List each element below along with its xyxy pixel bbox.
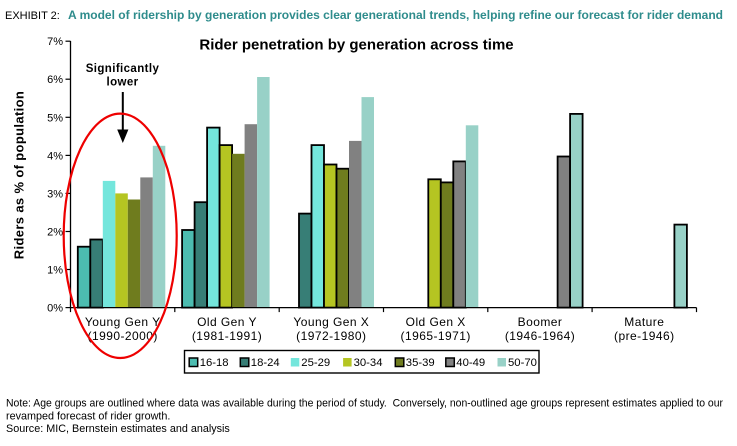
svg-text:(1990-2000): (1990-2000) bbox=[88, 329, 158, 343]
svg-text:(1946-1964): (1946-1964) bbox=[505, 329, 575, 343]
svg-text:7%: 7% bbox=[47, 36, 63, 48]
svg-text:50-70: 50-70 bbox=[508, 357, 537, 369]
svg-text:Young Gen X: Young Gen X bbox=[293, 315, 369, 329]
svg-text:4%: 4% bbox=[47, 150, 63, 162]
svg-text:Mature: Mature bbox=[624, 315, 664, 329]
svg-text:0%: 0% bbox=[47, 303, 63, 315]
svg-text:3%: 3% bbox=[47, 188, 63, 200]
svg-text:(1965-1971): (1965-1971) bbox=[401, 329, 471, 343]
svg-text:25-29: 25-29 bbox=[301, 357, 330, 369]
svg-text:35-39: 35-39 bbox=[406, 357, 435, 369]
svg-text:Young Gen Y: Young Gen Y bbox=[85, 315, 161, 329]
svg-text:Boomer: Boomer bbox=[518, 315, 563, 329]
svg-text:30-34: 30-34 bbox=[354, 357, 383, 369]
svg-text:5%: 5% bbox=[47, 112, 63, 124]
svg-text:6%: 6% bbox=[47, 74, 63, 86]
svg-text:(1972-1980): (1972-1980) bbox=[296, 329, 366, 343]
svg-text:lower: lower bbox=[106, 77, 138, 89]
svg-text:16-18: 16-18 bbox=[200, 357, 229, 369]
svg-text:Riders as % of population: Riders as % of population bbox=[12, 91, 27, 259]
svg-text:A model of ridership by genera: A model of ridership by generation provi… bbox=[68, 10, 723, 22]
svg-text:Old Gen X: Old Gen X bbox=[406, 315, 466, 329]
svg-text:revamped forecast of rider gro: revamped forecast of rider growth. bbox=[6, 410, 170, 422]
svg-text:Note: Age groups are outlined: Note: Age groups are outlined where data… bbox=[6, 397, 723, 409]
svg-text:18-24: 18-24 bbox=[251, 357, 280, 369]
svg-text:Old Gen Y: Old Gen Y bbox=[197, 315, 257, 329]
svg-text:Rider penetration by generatio: Rider penetration by generation across t… bbox=[199, 37, 513, 54]
svg-text:2%: 2% bbox=[47, 227, 63, 239]
svg-text:EXHIBIT 2:: EXHIBIT 2: bbox=[5, 10, 60, 22]
svg-text:40-49: 40-49 bbox=[456, 357, 485, 369]
svg-text:Source: MIC, Bernstein estimat: Source: MIC, Bernstein estimates and ana… bbox=[6, 423, 230, 435]
svg-text:Significantly: Significantly bbox=[86, 63, 160, 75]
svg-text:(1981-1991): (1981-1991) bbox=[192, 329, 262, 343]
svg-text:(pre-1946): (pre-1946) bbox=[614, 329, 675, 343]
svg-text:1%: 1% bbox=[47, 265, 63, 277]
